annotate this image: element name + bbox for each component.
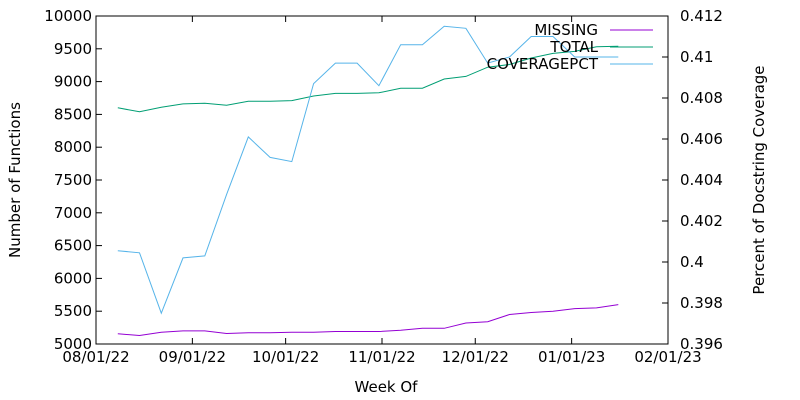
series-layer: [117, 25, 619, 337]
y2-tick-label: 0.408: [680, 89, 723, 107]
x-axis-ticks: 08/01/22 09/01/22 10/01/22 11/01/22 12/01/22…: [62, 16, 702, 366]
x-tick-label: 10/01/22: [252, 348, 319, 366]
y2-tick-label: 0.412: [680, 7, 723, 25]
y-tick-label: 10000: [44, 7, 92, 25]
y-tick-label: 7000: [54, 204, 92, 222]
x-tick-label: 11/01/22: [348, 348, 415, 366]
y2-tick-label: 0.406: [680, 130, 723, 148]
y2-tick-label: 0.404: [680, 171, 723, 189]
x-tick-label: 08/01/22: [62, 348, 129, 366]
x-tick-label: 01/01/23: [538, 348, 605, 366]
y2-tick-label: 0.396: [680, 335, 723, 353]
y-tick-label: 5000: [54, 335, 92, 353]
y2-axis-label: Percent of Docstring Coverage: [750, 65, 768, 294]
series-line-coveragepct: [117, 25, 619, 315]
y-axis-label: Number of Functions: [6, 102, 24, 258]
y2-tick-label: 0.402: [680, 212, 723, 230]
legend-label: MISSING: [534, 21, 598, 39]
y2-tick-label: 0.4: [680, 253, 704, 271]
y-tick-label: 7500: [54, 171, 92, 189]
y2-tick-label: 0.398: [680, 294, 723, 312]
y-tick-label: 9500: [54, 40, 92, 58]
x-tick-label: 09/01/22: [159, 348, 226, 366]
y2-tick-label: 0.41: [680, 48, 713, 66]
x-tick-label: 02/01/23: [634, 348, 701, 366]
series-line-total: [117, 45, 619, 113]
y-tick-label: 8000: [54, 138, 92, 156]
series-line-missing: [117, 304, 619, 337]
x-axis-label: Week Of: [355, 378, 419, 396]
y-tick-label: 8500: [54, 105, 92, 123]
y-tick-label: 5500: [54, 302, 92, 320]
legend-label: TOTAL: [549, 38, 598, 56]
y-axis-ticks: 5000 5500 6000 6500 7000 7500 8000 8500 9000 9500…: [44, 7, 102, 353]
y-tick-label: 6000: [54, 269, 92, 287]
x-tick-label: 12/01/22: [442, 348, 509, 366]
y-tick-label: 6500: [54, 237, 92, 255]
legend-label: COVERAGEPCT: [487, 55, 599, 73]
y2-axis-ticks: 0.396 0.398 0.4 0.402 0.404 0.406 0.408 0.41 0.4…: [662, 7, 723, 353]
y-tick-label: 9000: [54, 73, 92, 91]
